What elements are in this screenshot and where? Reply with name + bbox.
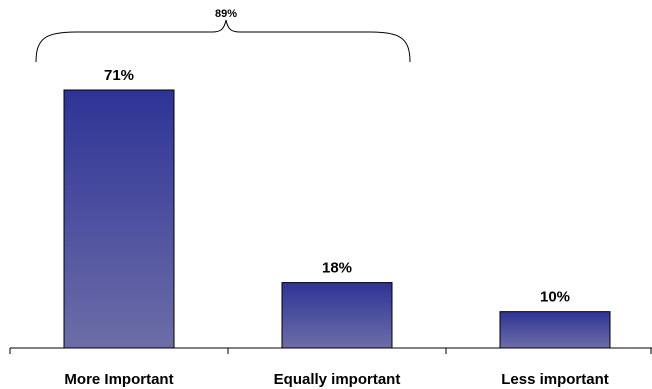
bar-less-important bbox=[499, 311, 611, 349]
category-label: Less important bbox=[501, 371, 609, 388]
category-label: Equally important bbox=[274, 371, 401, 388]
bar-equally-important bbox=[281, 282, 393, 349]
data-label: 10% bbox=[540, 289, 570, 306]
data-label: 71% bbox=[104, 67, 134, 84]
bracket-label: 89% bbox=[215, 8, 237, 20]
bracket-annotation bbox=[35, 19, 411, 63]
bar-more-important bbox=[63, 89, 175, 349]
category-label: More Important bbox=[64, 371, 173, 388]
data-label: 18% bbox=[322, 260, 352, 277]
